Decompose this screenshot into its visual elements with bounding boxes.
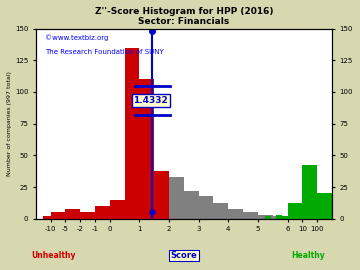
Text: 1.4332: 1.4332 bbox=[134, 96, 168, 105]
Bar bbox=[243, 212, 258, 219]
Bar bbox=[169, 177, 184, 219]
Bar bbox=[88, 215, 95, 219]
Y-axis label: Number of companies (997 total): Number of companies (997 total) bbox=[7, 71, 12, 176]
Bar bbox=[51, 212, 66, 219]
Bar bbox=[66, 208, 80, 219]
Bar bbox=[265, 216, 271, 219]
Title: Z''-Score Histogram for HPP (2016)
Sector: Financials: Z''-Score Histogram for HPP (2016) Secto… bbox=[95, 7, 273, 26]
Bar bbox=[276, 215, 282, 219]
Bar bbox=[110, 200, 125, 219]
Bar bbox=[317, 193, 332, 219]
Bar bbox=[284, 217, 291, 219]
Bar bbox=[154, 171, 169, 219]
Bar bbox=[95, 206, 110, 219]
Text: Score: Score bbox=[171, 251, 197, 260]
Bar bbox=[43, 216, 51, 219]
Bar bbox=[139, 79, 154, 219]
Text: Unhealthy: Unhealthy bbox=[31, 251, 76, 260]
Bar bbox=[288, 204, 302, 219]
Bar bbox=[282, 216, 288, 219]
Bar bbox=[184, 191, 199, 219]
Bar bbox=[125, 48, 139, 219]
Bar bbox=[258, 215, 273, 219]
Bar bbox=[302, 166, 317, 219]
Text: Healthy: Healthy bbox=[291, 251, 325, 260]
Bar bbox=[199, 196, 213, 219]
Bar bbox=[213, 204, 228, 219]
Bar bbox=[273, 216, 288, 219]
Bar bbox=[80, 212, 95, 219]
Text: ©www.textbiz.org: ©www.textbiz.org bbox=[45, 34, 108, 41]
Text: The Research Foundation of SUNY: The Research Foundation of SUNY bbox=[45, 49, 163, 55]
Bar bbox=[228, 208, 243, 219]
